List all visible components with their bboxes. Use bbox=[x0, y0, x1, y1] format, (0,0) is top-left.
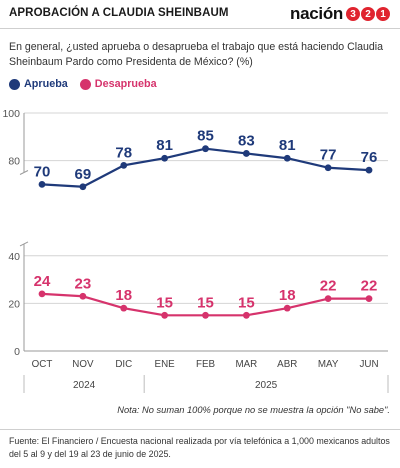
year-label: 2024 bbox=[73, 380, 96, 391]
header: APROBACIÓN A CLAUDIA SHEINBAUM nación 3 … bbox=[0, 0, 400, 28]
data-point bbox=[161, 154, 169, 162]
data-point bbox=[79, 292, 87, 300]
data-point bbox=[120, 161, 128, 169]
data-label: 77 bbox=[320, 147, 337, 164]
x-tick-label: MAR bbox=[235, 359, 257, 370]
data-label: 23 bbox=[75, 275, 92, 292]
x-tick-label: FEB bbox=[196, 359, 216, 370]
data-point bbox=[242, 311, 250, 319]
data-label: 24 bbox=[34, 273, 51, 290]
footer-divider bbox=[0, 429, 400, 430]
legend-item-desaprueba: Desaprueba bbox=[79, 78, 157, 90]
data-point bbox=[283, 304, 291, 312]
data-point bbox=[324, 164, 332, 172]
data-point bbox=[38, 181, 46, 188]
brand-wordmark: nación bbox=[290, 4, 343, 23]
axis-break-mark bbox=[19, 241, 29, 247]
data-label: 22 bbox=[320, 278, 337, 295]
legend-dot-aprueba bbox=[9, 78, 20, 90]
data-point bbox=[324, 295, 332, 303]
legend-dot-desaprueba bbox=[79, 78, 91, 90]
x-tick-label: ENE bbox=[155, 359, 176, 370]
brand-digit: 3 bbox=[346, 7, 360, 21]
y-tick-label: 0 bbox=[14, 346, 20, 358]
x-tick-label: DIC bbox=[115, 359, 132, 370]
data-point bbox=[79, 183, 87, 191]
data-label: 18 bbox=[115, 287, 132, 304]
data-point bbox=[161, 311, 169, 319]
y-tick-label: 20 bbox=[8, 298, 20, 310]
legend-item-aprueba: Aprueba bbox=[9, 78, 68, 90]
data-label: 18 bbox=[279, 287, 296, 304]
brand-digits: 3 2 1 bbox=[345, 7, 390, 21]
data-point bbox=[242, 150, 250, 157]
x-tick-label: ABR bbox=[277, 359, 297, 370]
legend-label-desaprueba: Desaprueba bbox=[94, 78, 157, 90]
chart-note: Nota: No suman 100% porque no se muestra… bbox=[117, 405, 390, 415]
data-label: 22 bbox=[361, 278, 378, 295]
year-label: 2025 bbox=[255, 380, 278, 391]
data-point bbox=[365, 166, 373, 174]
chart-title: APROBACIÓN A CLAUDIA SHEINBAUM bbox=[9, 7, 229, 19]
data-point bbox=[202, 145, 209, 153]
data-point bbox=[202, 311, 209, 319]
brand-logo: nación 3 2 1 bbox=[290, 3, 390, 25]
data-label: 81 bbox=[279, 137, 296, 154]
data-label: 15 bbox=[238, 294, 255, 311]
legend-label-aprueba: Aprueba bbox=[24, 78, 68, 90]
data-point bbox=[365, 295, 373, 303]
data-label: 85 bbox=[197, 128, 214, 145]
x-tick-label: NOV bbox=[72, 359, 94, 370]
data-label: 81 bbox=[156, 137, 173, 154]
header-divider bbox=[0, 28, 400, 29]
y-tick-label: 80 bbox=[8, 156, 20, 168]
data-point bbox=[38, 290, 46, 298]
x-tick-label: OCT bbox=[32, 359, 53, 370]
x-tick-label: JUN bbox=[359, 359, 378, 370]
survey-question: En general, ¿usted aprueba o desaprueba … bbox=[9, 41, 383, 68]
y-tick-label: 40 bbox=[8, 251, 20, 263]
data-label: 69 bbox=[75, 166, 92, 183]
data-label: 70 bbox=[34, 163, 51, 180]
brand-digit: 2 bbox=[361, 7, 375, 21]
legend: Aprueba Desaprueba bbox=[9, 78, 169, 90]
data-point bbox=[283, 154, 291, 162]
x-tick-label: MAY bbox=[318, 359, 339, 370]
line-chart: 0 20 40 80 100 OCT NOV DIC ENE FEB MAR ABR MAY JUN 202… bbox=[2, 108, 389, 393]
axis-break-mark bbox=[19, 170, 29, 175]
data-label: 15 bbox=[156, 294, 173, 311]
brand-digit: 1 bbox=[376, 7, 390, 21]
data-label: 83 bbox=[238, 132, 255, 149]
data-point bbox=[120, 304, 128, 312]
source-note: Fuente: El Financiero / Encuesta naciona… bbox=[9, 436, 390, 459]
data-label: 76 bbox=[361, 149, 378, 166]
data-label: 15 bbox=[197, 294, 214, 311]
data-label: 78 bbox=[115, 144, 132, 161]
y-tick-label: 100 bbox=[2, 108, 20, 120]
